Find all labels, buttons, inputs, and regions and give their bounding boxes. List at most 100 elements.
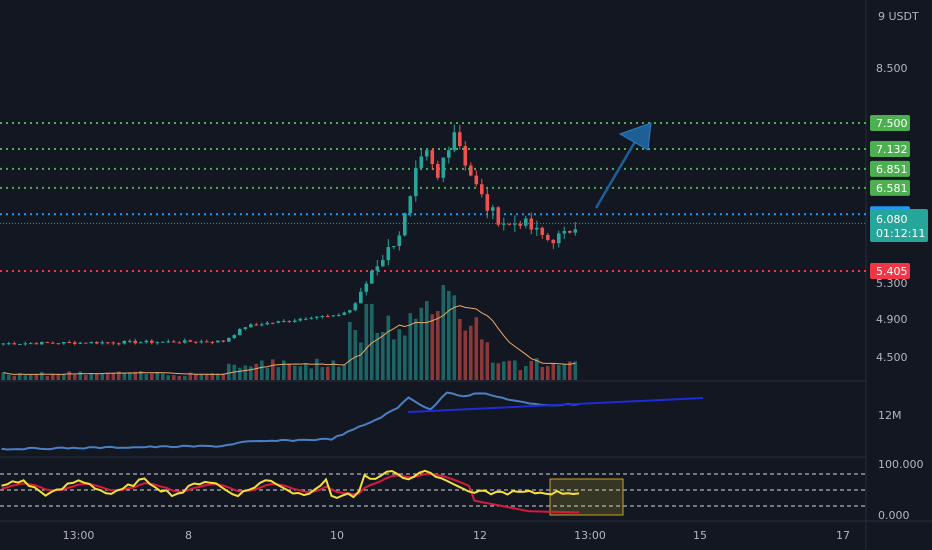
candle[interactable]	[34, 342, 39, 345]
candle[interactable]	[78, 341, 83, 345]
candle[interactable]	[348, 309, 352, 314]
candle[interactable]	[67, 340, 72, 344]
candle[interactable]	[386, 239, 391, 266]
candle[interactable]	[122, 340, 127, 345]
candle[interactable]	[419, 149, 424, 171]
candle[interactable]	[62, 342, 66, 346]
candle[interactable]	[111, 341, 116, 346]
candle[interactable]	[496, 206, 501, 227]
candle[interactable]	[375, 259, 380, 276]
candle[interactable]	[441, 157, 446, 182]
candle[interactable]	[502, 217, 506, 231]
candle[interactable]	[23, 341, 28, 346]
candle[interactable]	[359, 287, 363, 304]
candle[interactable]	[100, 340, 105, 345]
candle[interactable]	[271, 322, 275, 325]
obv-trend-line[interactable]	[407, 397, 704, 413]
candle[interactable]	[326, 314, 330, 318]
candle[interactable]	[243, 326, 248, 331]
candle[interactable]	[485, 187, 490, 219]
stoch-highlight-box[interactable]	[549, 478, 624, 516]
candle[interactable]	[216, 340, 220, 343]
candle[interactable]	[364, 281, 369, 296]
candle[interactable]	[568, 230, 572, 234]
candle[interactable]	[106, 342, 110, 345]
candle[interactable]	[7, 341, 11, 346]
candle[interactable]	[298, 317, 303, 322]
candle[interactable]	[524, 215, 528, 229]
candle[interactable]	[287, 320, 292, 324]
candle[interactable]	[40, 341, 44, 345]
candle[interactable]	[260, 322, 264, 327]
candle[interactable]	[205, 339, 209, 343]
candle[interactable]	[403, 212, 407, 237]
candle[interactable]	[304, 317, 308, 321]
candle[interactable]	[128, 339, 132, 343]
candle[interactable]	[353, 301, 358, 312]
price-axis[interactable]: 9 USDT 8.500 5.300 4.900 4.500	[876, 10, 919, 364]
candle[interactable]	[56, 342, 61, 345]
candle[interactable]	[51, 341, 55, 344]
candle[interactable]	[447, 146, 451, 164]
candle[interactable]	[507, 223, 512, 226]
candle[interactable]	[436, 160, 440, 181]
candle[interactable]	[342, 311, 347, 316]
candle[interactable]	[425, 149, 429, 161]
candle[interactable]	[89, 341, 94, 344]
candle[interactable]	[397, 231, 402, 251]
candle[interactable]	[1, 343, 6, 346]
candle[interactable]	[183, 338, 187, 344]
candle[interactable]	[188, 339, 193, 343]
candle[interactable]	[161, 341, 165, 343]
candle[interactable]	[557, 230, 561, 248]
candle[interactable]	[320, 315, 325, 319]
candle[interactable]	[276, 320, 281, 324]
candle[interactable]	[29, 342, 33, 345]
candle[interactable]	[150, 339, 154, 345]
candle[interactable]	[430, 148, 435, 171]
candle[interactable]	[117, 342, 121, 346]
candle[interactable]	[331, 315, 336, 317]
candle[interactable]	[18, 343, 22, 345]
candle[interactable]	[155, 341, 160, 345]
candle[interactable]	[562, 226, 567, 239]
candle[interactable]	[408, 195, 413, 217]
candle[interactable]	[249, 323, 253, 328]
candle[interactable]	[254, 322, 259, 326]
candle[interactable]	[73, 340, 77, 346]
candle[interactable]	[227, 337, 231, 342]
candle[interactable]	[535, 220, 539, 236]
candle[interactable]	[491, 204, 495, 220]
candles[interactable]	[1, 124, 578, 346]
candle[interactable]	[133, 338, 138, 345]
candle[interactable]	[458, 124, 462, 150]
candle[interactable]	[392, 245, 396, 250]
candle[interactable]	[282, 318, 286, 323]
candle[interactable]	[546, 232, 550, 242]
candle[interactable]	[144, 339, 149, 344]
candle[interactable]	[221, 340, 226, 343]
candle[interactable]	[139, 341, 143, 344]
candle[interactable]	[232, 334, 237, 340]
candle[interactable]	[95, 341, 99, 345]
candle[interactable]	[573, 221, 578, 236]
candle[interactable]	[172, 339, 176, 343]
candle[interactable]	[480, 178, 484, 198]
candle[interactable]	[463, 141, 468, 171]
candle[interactable]	[293, 318, 297, 324]
candle[interactable]	[238, 328, 242, 336]
candle[interactable]	[309, 316, 314, 320]
candle[interactable]	[84, 342, 88, 344]
candle[interactable]	[177, 341, 182, 344]
candle[interactable]	[210, 341, 215, 345]
candle[interactable]	[45, 341, 50, 344]
candle[interactable]	[518, 220, 523, 230]
candle[interactable]	[513, 215, 517, 232]
candle[interactable]	[337, 313, 341, 317]
candle[interactable]	[370, 269, 374, 284]
candle[interactable]	[166, 339, 171, 344]
candle[interactable]	[469, 162, 473, 177]
candle[interactable]	[529, 212, 534, 235]
candle[interactable]	[315, 316, 319, 320]
candle[interactable]	[474, 170, 479, 187]
